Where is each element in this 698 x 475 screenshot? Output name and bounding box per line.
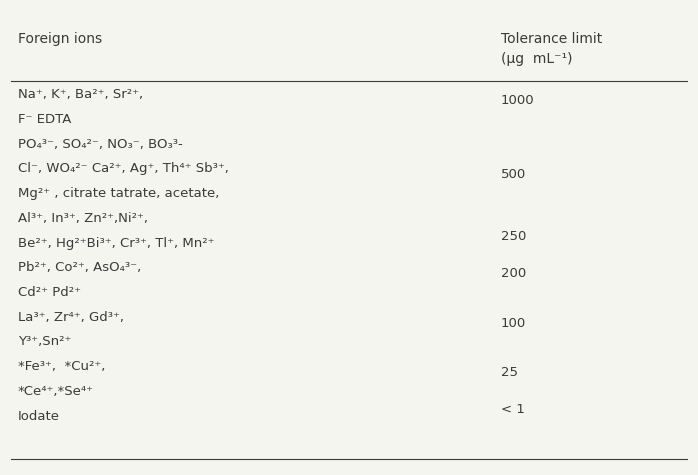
Text: Tolerance limit
(μg  mL⁻¹): Tolerance limit (μg mL⁻¹) <box>500 32 602 66</box>
Text: Cl⁻, WO₄²⁻ Ca²⁺, Ag⁺, Th⁴⁺ Sb³⁺,: Cl⁻, WO₄²⁻ Ca²⁺, Ag⁺, Th⁴⁺ Sb³⁺, <box>18 162 229 175</box>
Text: < 1: < 1 <box>500 403 525 416</box>
Text: 250: 250 <box>500 230 526 243</box>
Text: 100: 100 <box>500 317 526 330</box>
Text: *Ce⁴⁺,*Se⁴⁺: *Ce⁴⁺,*Se⁴⁺ <box>18 385 94 398</box>
Text: *Fe³⁺,  *Cu²⁺,: *Fe³⁺, *Cu²⁺, <box>18 360 105 373</box>
Text: 200: 200 <box>500 267 526 280</box>
Text: 25: 25 <box>500 366 518 379</box>
Text: 500: 500 <box>500 168 526 181</box>
Text: Na⁺, K⁺, Ba²⁺, Sr²⁺,: Na⁺, K⁺, Ba²⁺, Sr²⁺, <box>18 88 143 101</box>
Text: Be²⁺, Hg²⁺Bi³⁺, Cr³⁺, Tl⁺, Mn²⁺: Be²⁺, Hg²⁺Bi³⁺, Cr³⁺, Tl⁺, Mn²⁺ <box>18 237 214 249</box>
Text: F⁻ EDTA: F⁻ EDTA <box>18 113 71 126</box>
Text: Y³⁺,Sn²⁺: Y³⁺,Sn²⁺ <box>18 335 71 349</box>
Text: La³⁺, Zr⁴⁺, Gd³⁺,: La³⁺, Zr⁴⁺, Gd³⁺, <box>18 311 124 324</box>
Text: Foreign ions: Foreign ions <box>18 32 102 46</box>
Text: Mg²⁺ , citrate tatrate, acetate,: Mg²⁺ , citrate tatrate, acetate, <box>18 187 219 200</box>
Text: Iodate: Iodate <box>18 410 60 423</box>
Text: Cd²⁺ Pd²⁺: Cd²⁺ Pd²⁺ <box>18 286 81 299</box>
Text: 1000: 1000 <box>500 94 535 107</box>
Text: PO₄³⁻, SO₄²⁻, NO₃⁻, BO₃³-: PO₄³⁻, SO₄²⁻, NO₃⁻, BO₃³- <box>18 138 183 151</box>
Text: Pb²⁺, Co²⁺, AsO₄³⁻,: Pb²⁺, Co²⁺, AsO₄³⁻, <box>18 261 141 274</box>
Text: Al³⁺, In³⁺, Zn²⁺,Ni²⁺,: Al³⁺, In³⁺, Zn²⁺,Ni²⁺, <box>18 212 148 225</box>
